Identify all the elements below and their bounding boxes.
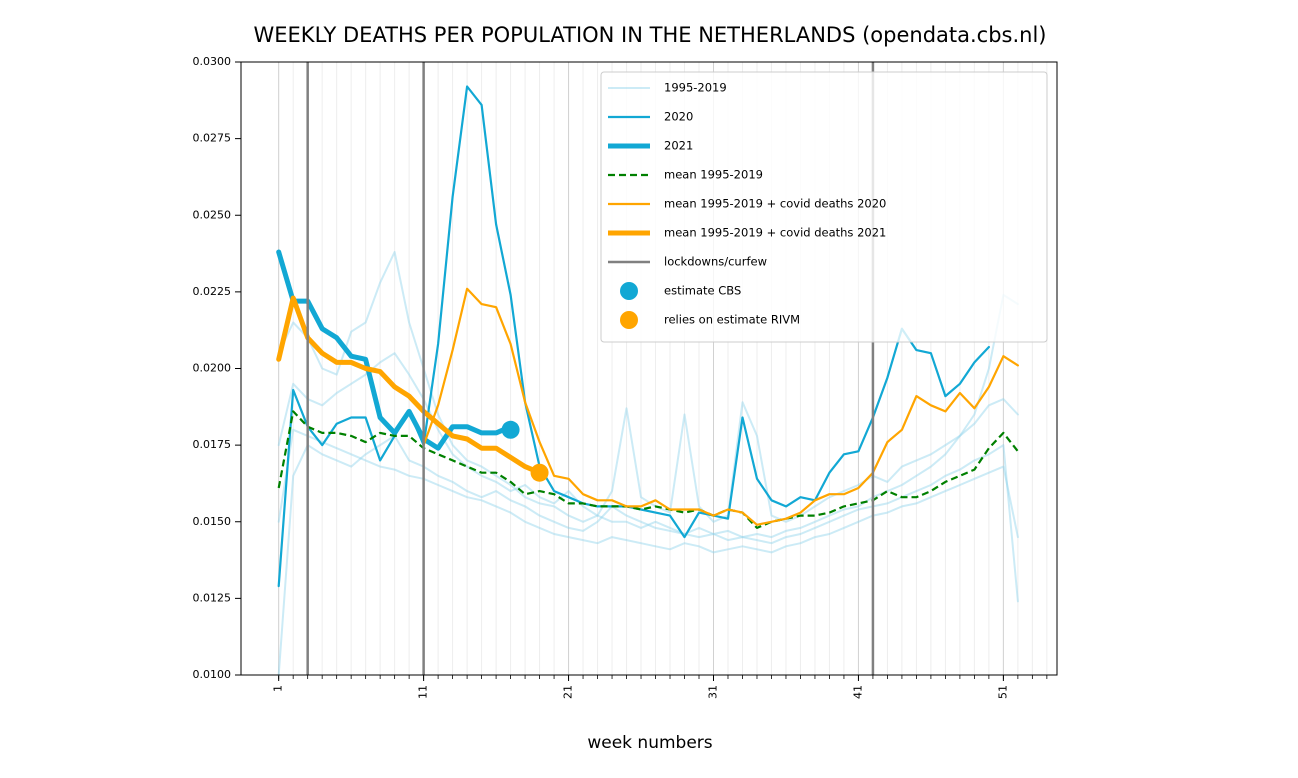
estimate-point (501, 420, 520, 439)
x-tick-label: 1 (272, 685, 285, 692)
legend-box (600, 71, 1048, 343)
legend-label: 2021 (664, 139, 693, 153)
y-tick-label: 0.0250 (193, 208, 232, 221)
y-tick-label: 0.0175 (193, 438, 232, 451)
data-line (277, 251, 1019, 539)
x-axis-label: week numbers (587, 733, 712, 753)
y-tick-label: 0.0300 (193, 55, 232, 68)
estimate-point (530, 463, 549, 482)
legend-label: lockdowns/curfew (664, 255, 767, 269)
axes-frame (240, 61, 1058, 676)
y-tick-label: 0.0275 (193, 132, 232, 145)
legend-swatch (620, 282, 638, 300)
legend-label: mean 1995-2019 (664, 168, 763, 182)
x-tick-label: 11 (417, 685, 430, 699)
y-tick-label: 0.0125 (193, 591, 232, 604)
legend-label: estimate CBS (664, 284, 741, 298)
y-tick-label: 0.0200 (193, 362, 232, 375)
x-tick-label: 31 (706, 685, 719, 699)
data-line (276, 295, 543, 476)
legend: 1995-2019 2020 2021 mean 1995-2019 mean 1995… (600, 71, 1048, 343)
data-line (277, 428, 1019, 554)
data-line (277, 434, 1019, 676)
x-tick-label: 41 (851, 685, 864, 699)
y-tick-label: 0.0225 (193, 285, 232, 298)
plot-area (276, 62, 1019, 676)
data-line (277, 410, 1019, 529)
data-line (277, 352, 1019, 523)
chart-title: WEEKLY DEATHS PER POPULATION IN THE NETH… (254, 23, 1047, 47)
data-line (276, 249, 514, 451)
legend-swatch (620, 311, 638, 329)
x-tick-label: 51 (996, 685, 1009, 699)
legend-label: mean 1995-2019 + covid deaths 2021 (664, 226, 886, 240)
legend-label: mean 1995-2019 + covid deaths 2020 (664, 197, 886, 211)
x-tick-label: 21 (562, 685, 575, 699)
y-tick-label: 0.0100 (193, 668, 232, 681)
legend-label: relies on estimate RIVM (664, 313, 800, 327)
data-line (422, 287, 1019, 526)
legend-label: 1995-2019 (664, 81, 727, 95)
y-tick-label: 0.0150 (193, 515, 232, 528)
legend-label: 2020 (664, 110, 693, 124)
